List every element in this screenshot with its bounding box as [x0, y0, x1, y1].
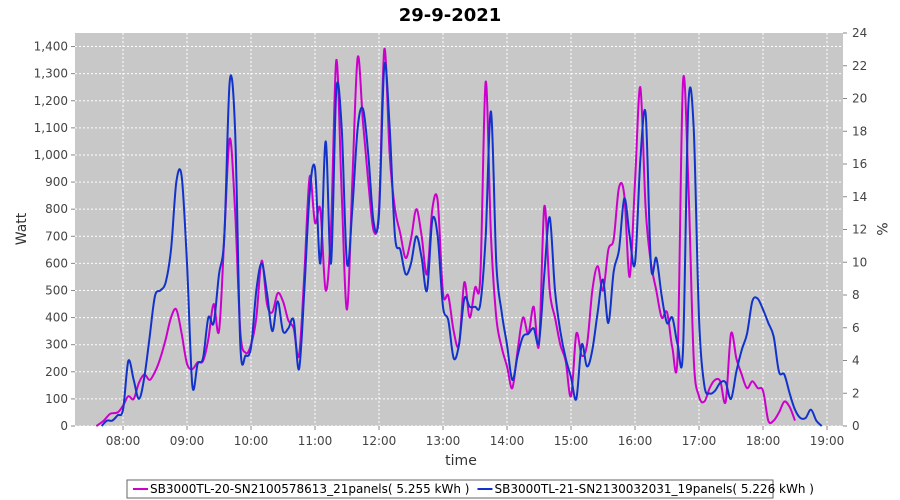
y-axis-title: Watt: [14, 212, 30, 245]
x-tick-label: 15:00: [554, 434, 589, 448]
y-tick-label: 700: [45, 229, 68, 243]
x-tick-label: 08:00: [106, 434, 141, 448]
x-tick-label: 11:00: [298, 434, 333, 448]
y2-tick-label: 4: [852, 354, 860, 368]
y-tick-label: 1,200: [34, 94, 68, 108]
x-tick-label: 14:00: [490, 434, 525, 448]
y2-tick-label: 2: [852, 386, 860, 400]
x-axis-title: time: [445, 453, 477, 469]
y2-axis-title: %: [873, 222, 889, 235]
x-tick-label: 09:00: [170, 434, 205, 448]
y2-tick-label: 8: [852, 288, 860, 302]
y-tick-label: 1,400: [34, 40, 68, 54]
y2-tick-label: 20: [852, 92, 867, 106]
grid-lines: [75, 33, 843, 427]
legend-box: [126, 479, 774, 499]
y2-tick-label: 16: [852, 157, 867, 171]
y2-tick-label: 18: [852, 124, 867, 138]
x-tick-label: 17:00: [682, 434, 717, 448]
x-tick-label: 13:00: [426, 434, 461, 448]
y-axis-ticks: 0 100 200 300 400 500 600 700 800 900 1,000 1,100 1,…: [34, 40, 75, 433]
y2-tick-label: 14: [852, 190, 867, 204]
x-tick-label: 12:00: [362, 434, 397, 448]
y-tick-label: 1,300: [34, 67, 68, 81]
x-tick-label: 16:00: [618, 434, 653, 448]
series-line-2: [100, 61, 823, 427]
y-tick-label: 1,000: [34, 148, 68, 162]
y-tick-label: 400: [45, 311, 68, 325]
y2-tick-label: 24: [852, 26, 867, 40]
series-layer: [95, 47, 823, 427]
y-tick-label: 800: [45, 202, 68, 216]
y-tick-label: 300: [45, 338, 68, 352]
x-tick-label: 18:00: [746, 434, 781, 448]
y-tick-label: 600: [45, 256, 68, 270]
y-tick-label: 100: [45, 392, 68, 406]
y2-tick-label: 6: [852, 321, 860, 335]
x-tick-label: 10:00: [234, 434, 269, 448]
y-tick-label: 1,100: [34, 121, 68, 135]
y-tick-label: 200: [45, 365, 68, 379]
legend-label-1: SB3000TL-20-SN2100578613_21panels( 5.255…: [150, 482, 469, 496]
y2-tick-label: 10: [852, 255, 867, 269]
y-tick-label: 500: [45, 283, 68, 297]
x-axis-ticks: 08:00 09:00 10:00 11:00 12:00 13:00 14:00 15:00…: [106, 426, 845, 448]
chart-title: 29-9-2021: [399, 5, 502, 26]
y2-tick-label: 12: [852, 223, 867, 237]
y-tick-label: 900: [45, 175, 68, 189]
legend: SB3000TL-20-SN2100578613_21panels( 5.255…: [126, 479, 814, 499]
y-tick-label: 0: [60, 419, 68, 433]
x-tick-label: 19:00: [810, 434, 845, 448]
y2-tick-label: 0: [852, 419, 860, 433]
y2-tick-label: 22: [852, 59, 867, 73]
legend-label-2: SB3000TL-21-SN2130032031_19panels( 5.226…: [494, 482, 813, 496]
